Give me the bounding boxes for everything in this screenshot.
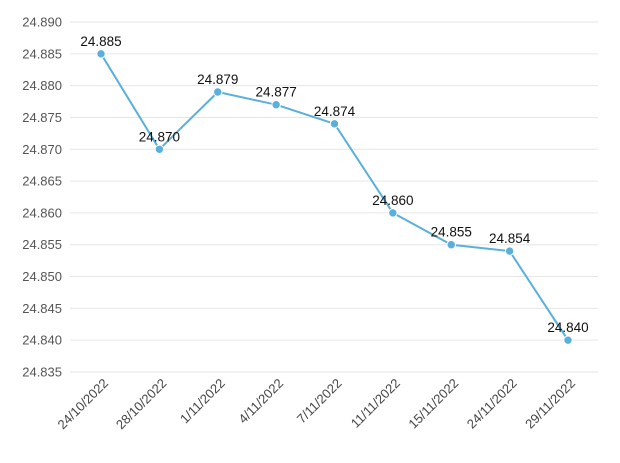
x-tick-label: 11/11/2022 [348,376,403,431]
data-label: 24.855 [431,225,472,240]
y-tick-label: 24.840 [22,333,62,348]
data-point [271,100,281,110]
data-point [96,49,106,59]
y-tick-label: 24.890 [22,15,62,30]
y-tick-label: 24.885 [22,46,62,61]
x-tick-label: 29/11/2022 [522,376,578,432]
data-label: 24.860 [372,193,413,208]
data-label: 24.874 [314,104,356,119]
y-tick-label: 24.860 [22,205,62,220]
data-label: 24.877 [255,85,296,100]
x-tick-label: 24/10/2022 [54,376,111,433]
x-tick-label: 24/11/2022 [464,376,520,432]
data-label: 24.885 [80,34,121,49]
y-tick-label: 24.865 [22,174,62,189]
data-point [213,87,223,97]
data-label: 24.854 [489,231,531,246]
data-point [504,246,515,256]
x-tick-label: 1/11/2022 [177,376,228,427]
y-axis-ticks: 24.835 24.840 24.845 24.850 24.855 24.860 24.8… [22,15,62,380]
x-tick-label: 15/11/2022 [405,376,461,432]
x-axis-ticks: 24/10/2022 28/10/2022 1/11/2022 4/11/2022 7/… [54,376,578,433]
data-labels: 24.885 24.870 24.879 24.877 24.874 24.860 24.8… [80,34,588,335]
data-label: 24.840 [547,320,588,335]
data-label: 24.870 [139,129,180,144]
data-label: 24.879 [197,72,238,87]
series-group [96,49,573,345]
y-tick-label: 24.875 [22,110,62,125]
y-tick-label: 24.850 [22,269,62,284]
y-tick-label: 24.870 [22,142,62,157]
data-point [154,144,165,154]
y-tick-label: 24.835 [22,365,62,380]
y-tick-label: 24.855 [22,237,62,252]
x-tick-label: 28/10/2022 [113,376,170,433]
x-tick-label: 4/11/2022 [235,376,286,427]
gridlines [70,21,598,373]
data-point [563,335,573,345]
y-tick-label: 24.845 [22,301,62,316]
data-point [446,240,456,250]
data-point [329,119,340,129]
y-tick-label: 24.880 [22,78,62,93]
data-point [388,208,398,218]
x-tick-label: 7/11/2022 [294,376,345,427]
series-line [100,53,569,341]
